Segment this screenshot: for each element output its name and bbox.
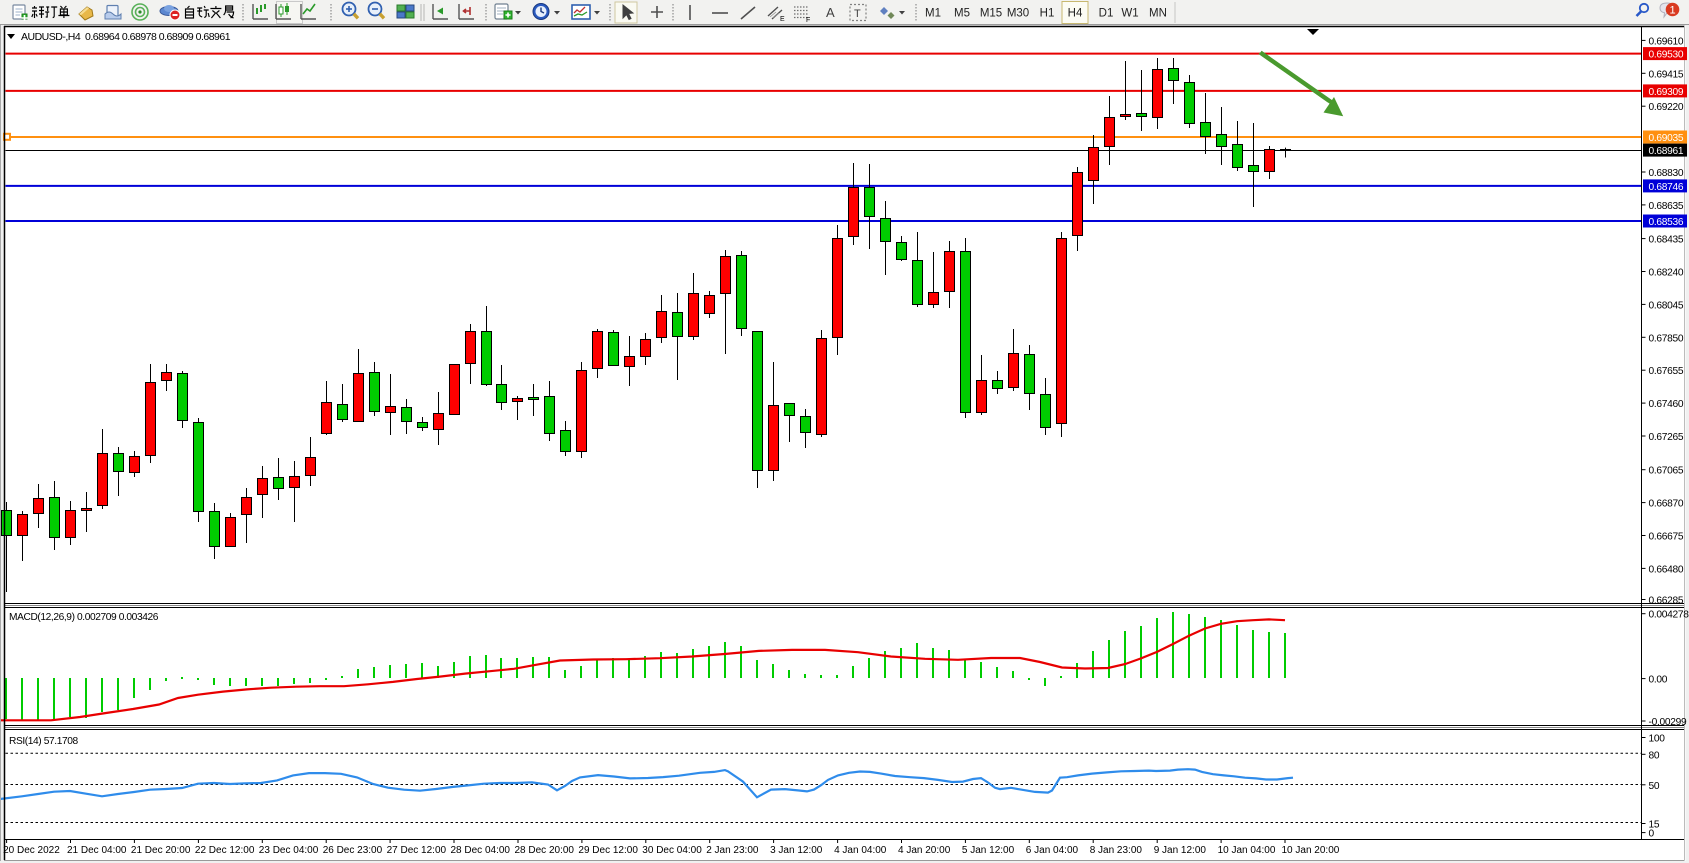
- svg-text:0.69530: 0.69530: [1649, 50, 1684, 61]
- svg-text:22 Dec 12:00: 22 Dec 12:00: [195, 845, 255, 856]
- svg-text:10 Jan 04:00: 10 Jan 04:00: [1218, 845, 1276, 856]
- svg-text:M30: M30: [1007, 8, 1029, 20]
- svg-text:MACD(12,26,9) 0.002709 0.00342: MACD(12,26,9) 0.002709 0.003426: [9, 612, 159, 623]
- svg-text:9 Jan 12:00: 9 Jan 12:00: [1154, 845, 1207, 856]
- svg-text:0.67850: 0.67850: [1649, 333, 1684, 344]
- svg-text:0.68045: 0.68045: [1649, 300, 1684, 311]
- svg-text:21 Dec 04:00: 21 Dec 04:00: [67, 845, 127, 856]
- svg-text:M15: M15: [980, 8, 1002, 20]
- svg-text:H4: H4: [1068, 8, 1083, 20]
- svg-text:50: 50: [1649, 781, 1660, 792]
- svg-text:0.69415: 0.69415: [1649, 69, 1684, 80]
- svg-text:0.69220: 0.69220: [1649, 102, 1684, 113]
- svg-text:T: T: [854, 8, 861, 20]
- svg-text:0.67065: 0.67065: [1649, 466, 1684, 477]
- svg-text:5 Jan 12:00: 5 Jan 12:00: [962, 845, 1015, 856]
- svg-text:0.68536: 0.68536: [1649, 217, 1684, 228]
- svg-text:28 Dec 04:00: 28 Dec 04:00: [451, 845, 511, 856]
- svg-text:27 Dec 12:00: 27 Dec 12:00: [387, 845, 447, 856]
- svg-text:10 Jan 20:00: 10 Jan 20:00: [1282, 845, 1340, 856]
- svg-text:0.68830: 0.68830: [1649, 168, 1684, 179]
- svg-text:15: 15: [1649, 820, 1660, 831]
- svg-text:26 Dec 23:00: 26 Dec 23:00: [323, 845, 383, 856]
- svg-text:28 Dec 20:00: 28 Dec 20:00: [515, 845, 575, 856]
- svg-text:0.66480: 0.66480: [1649, 564, 1684, 575]
- svg-text:0.67265: 0.67265: [1649, 432, 1684, 443]
- svg-text:0.69610: 0.69610: [1649, 36, 1684, 47]
- svg-text:100: 100: [1649, 734, 1666, 745]
- svg-text:M1: M1: [925, 8, 941, 20]
- svg-text:21 Dec 20:00: 21 Dec 20:00: [131, 845, 191, 856]
- svg-text:0.69309: 0.69309: [1649, 87, 1684, 98]
- svg-text:0.68746: 0.68746: [1649, 182, 1684, 193]
- svg-text:4 Jan 20:00: 4 Jan 20:00: [898, 845, 951, 856]
- svg-text:0.00: 0.00: [1649, 675, 1668, 686]
- svg-text:80: 80: [1649, 750, 1660, 761]
- svg-text:8 Jan 23:00: 8 Jan 23:00: [1090, 845, 1143, 856]
- svg-text:0.69035: 0.69035: [1649, 133, 1684, 144]
- svg-text:F: F: [806, 17, 810, 24]
- svg-text:30 Dec 04:00: 30 Dec 04:00: [642, 845, 702, 856]
- svg-text:0.68635: 0.68635: [1649, 201, 1684, 212]
- svg-text:0.68240: 0.68240: [1649, 268, 1684, 279]
- svg-text:2 Jan 23:00: 2 Jan 23:00: [706, 845, 759, 856]
- svg-text:MN: MN: [1149, 8, 1167, 20]
- svg-text:6 Jan 04:00: 6 Jan 04:00: [1026, 845, 1079, 856]
- svg-text:20 Dec 2022: 20 Dec 2022: [3, 845, 60, 856]
- svg-text:23 Dec 04:00: 23 Dec 04:00: [259, 845, 319, 856]
- svg-text:4 Jan 04:00: 4 Jan 04:00: [834, 845, 887, 856]
- svg-text:0.66285: 0.66285: [1649, 596, 1684, 607]
- svg-text:0.66870: 0.66870: [1649, 499, 1684, 510]
- svg-text:0: 0: [1649, 829, 1655, 840]
- svg-text:0.67460: 0.67460: [1649, 399, 1684, 410]
- svg-text:M5: M5: [954, 8, 970, 20]
- svg-text:D1: D1: [1099, 8, 1114, 20]
- svg-text:W1: W1: [1121, 8, 1138, 20]
- svg-text:H1: H1: [1040, 8, 1055, 20]
- svg-text:E: E: [780, 16, 785, 23]
- svg-text:RSI(14) 57.1708: RSI(14) 57.1708: [9, 736, 78, 747]
- svg-text:A: A: [826, 5, 835, 20]
- svg-text:3 Jan 12:00: 3 Jan 12:00: [770, 845, 823, 856]
- svg-text:AUDUSD-,H4 0.68964 0.68978 0.: AUDUSD-,H4 0.68964 0.68978 0.68909 0.689…: [21, 31, 231, 43]
- svg-text:29 Dec 12:00: 29 Dec 12:00: [578, 845, 638, 856]
- svg-text:0.67655: 0.67655: [1649, 366, 1684, 377]
- svg-text:1: 1: [1669, 5, 1675, 17]
- svg-text:0.68435: 0.68435: [1649, 235, 1684, 246]
- svg-text:-0.00299: -0.00299: [1649, 717, 1687, 728]
- svg-text:0.66675: 0.66675: [1649, 532, 1684, 543]
- svg-text:0.004278: 0.004278: [1649, 610, 1689, 621]
- svg-text:0.68961: 0.68961: [1649, 146, 1684, 157]
